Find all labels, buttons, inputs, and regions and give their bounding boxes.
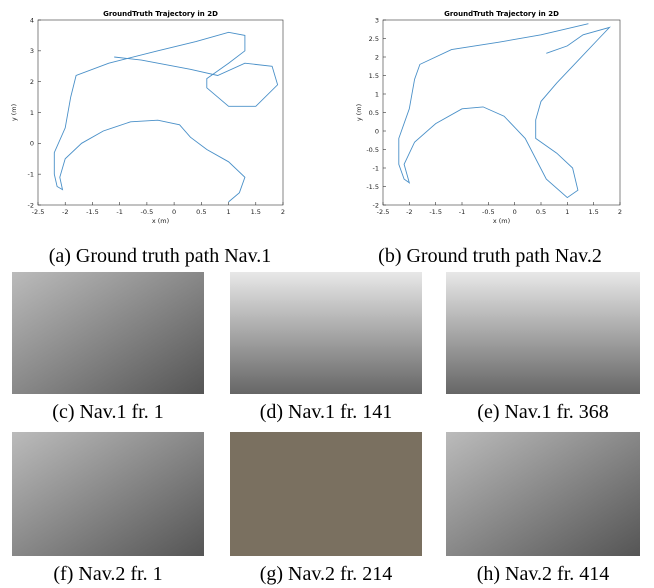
x-tick-label: 0	[513, 208, 517, 216]
photo	[446, 272, 640, 394]
x-tick-label: -1.5	[429, 208, 442, 216]
y-tick-label: -2	[28, 201, 34, 209]
x-tick-label: -1	[459, 208, 465, 216]
photo	[12, 432, 204, 556]
x-tick-label: -0.5	[482, 208, 495, 216]
x-tick-label: -2	[406, 208, 412, 216]
caption: (b) Ground truth path Nav.2	[378, 245, 602, 267]
y-tick-label: 0.5	[369, 109, 379, 117]
y-tick-label: 0	[375, 127, 379, 135]
y-axis-label: y (m)	[355, 104, 363, 121]
photo	[12, 272, 204, 394]
y-tick-label: 2	[375, 53, 379, 61]
y-tick-label: -1	[373, 164, 379, 172]
y-tick-label: 1	[30, 109, 34, 117]
x-axis-label: x (m)	[493, 217, 510, 225]
plot-area	[38, 20, 283, 205]
x-axis-label: x (m)	[152, 217, 169, 225]
x-tick-label: -1.5	[86, 208, 99, 216]
photo	[446, 432, 640, 556]
y-tick-label: 2	[30, 78, 34, 86]
x-tick-label: 1.5	[251, 208, 261, 216]
page: (a) Ground truth path Nav.1 (b) Ground t…	[0, 0, 654, 588]
y-tick-label: 1.5	[369, 72, 379, 80]
trajectory-line	[399, 24, 610, 198]
figure: (a) Ground truth path Nav.1 (b) Ground t…	[0, 0, 654, 588]
caption: (f) Nav.2 fr. 1	[53, 563, 162, 585]
y-tick-label: 0	[30, 140, 34, 148]
caption: (a) Ground truth path Nav.1	[49, 245, 272, 267]
y-tick-label: 1	[375, 90, 379, 98]
caption: (e) Nav.1 fr. 368	[477, 401, 608, 423]
photo	[230, 272, 422, 394]
x-tick-label: 0	[172, 208, 176, 216]
x-tick-label: -2	[62, 208, 68, 216]
chart-title: GroundTruth Trajectory in 2D	[444, 10, 559, 18]
y-tick-label: 2.5	[369, 35, 379, 43]
caption: (h) Nav.2 fr. 414	[477, 563, 610, 585]
x-tick-label: 0.5	[196, 208, 206, 216]
y-tick-label: -1.5	[366, 183, 379, 191]
x-tick-label: 1	[226, 208, 230, 216]
y-tick-label: 3	[375, 16, 379, 24]
y-tick-label: -0.5	[366, 146, 379, 154]
plot-area	[383, 20, 620, 205]
caption: (d) Nav.1 fr. 141	[260, 401, 393, 423]
caption: (c) Nav.1 fr. 1	[52, 401, 163, 423]
y-tick-label: 3	[30, 47, 34, 55]
y-axis-label: y (m)	[10, 104, 18, 121]
chart-title: GroundTruth Trajectory in 2D	[103, 10, 218, 18]
photo	[230, 432, 422, 556]
x-tick-label: -1	[116, 208, 122, 216]
y-tick-label: -2	[373, 201, 379, 209]
x-tick-label: 1.5	[588, 208, 598, 216]
y-tick-label: 4	[30, 16, 34, 24]
x-tick-label: 2	[618, 208, 622, 216]
x-tick-label: 0.5	[536, 208, 546, 216]
x-tick-label: 2	[281, 208, 285, 216]
x-tick-label: -0.5	[141, 208, 154, 216]
caption: (g) Nav.2 fr. 214	[260, 563, 393, 585]
x-tick-label: 1	[565, 208, 569, 216]
trajectory-line	[54, 32, 277, 202]
y-tick-label: -1	[28, 170, 34, 178]
